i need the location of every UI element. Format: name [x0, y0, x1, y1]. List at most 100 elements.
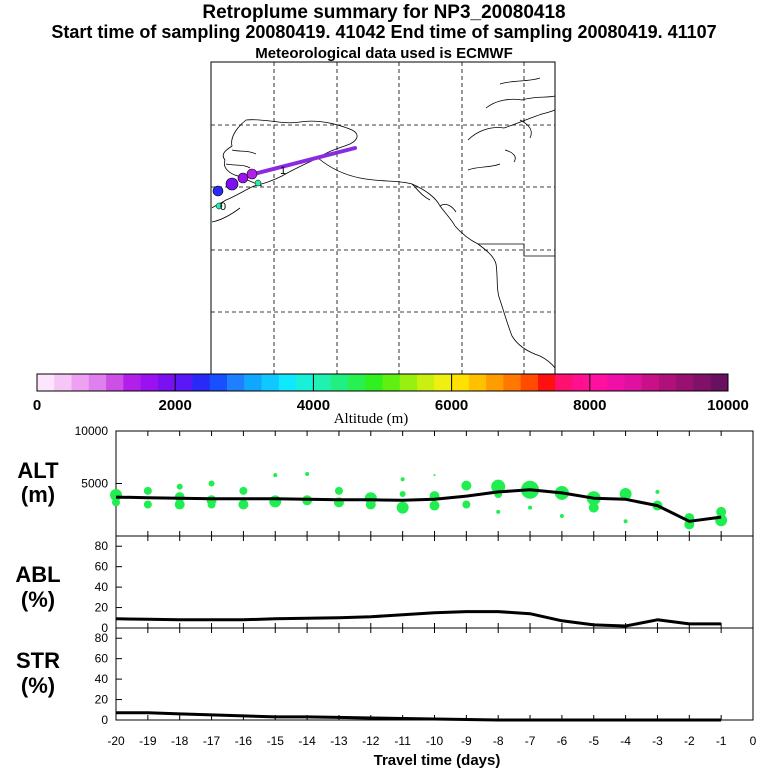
- colorbar-swatch: [572, 374, 591, 391]
- colorbar-swatch: [244, 374, 262, 391]
- chart-title: Retroplume summary for NP3_20080418: [202, 2, 566, 23]
- plume-marker: [254, 179, 262, 187]
- x-tick-label: -16: [235, 734, 253, 748]
- colorbar-tick-label: 0: [33, 397, 41, 414]
- colorbar-swatch: [417, 374, 435, 391]
- x-tick-label: -12: [362, 734, 380, 748]
- colorbar-swatch: [589, 374, 608, 391]
- colorbar-swatch: [54, 374, 72, 391]
- series-line-str: [116, 711, 722, 722]
- panel-unit: (m): [21, 482, 55, 507]
- altitude-colorbar: [36, 373, 729, 392]
- colorbar-tick-label: 2000: [159, 397, 192, 414]
- panel-label: ABL: [15, 562, 60, 587]
- map-graticule: [211, 62, 555, 374]
- scatter-point: [623, 519, 628, 524]
- x-tick-label: -4: [620, 734, 631, 748]
- x-tick-label: -19: [139, 734, 157, 748]
- x-tick-label: -18: [171, 734, 189, 748]
- panel-label: STR: [16, 648, 60, 673]
- plume-path: 1 0: [212, 146, 357, 213]
- scatter-point: [462, 500, 471, 509]
- map-panel: 1 0: [210, 61, 556, 375]
- colorbar-swatch: [607, 374, 625, 391]
- y-tick-label: 60: [95, 560, 109, 574]
- x-tick-label: -13: [330, 734, 348, 748]
- scatter-point: [396, 501, 409, 514]
- x-tick-label: -6: [557, 734, 568, 748]
- map-coastlines: [211, 77, 556, 369]
- colorbar-label: Altitude (m): [334, 411, 409, 427]
- colorbar-swatch: [486, 374, 504, 391]
- panel-str: 0 20 40 60 80 STR(%): [16, 627, 754, 727]
- colorbar-swatch: [434, 374, 452, 391]
- x-tick-label: -8: [493, 734, 504, 748]
- scatter-point: [208, 480, 215, 487]
- colorbar-swatch: [88, 374, 107, 391]
- scatter-point: [273, 473, 278, 478]
- y-tick-label: 5000: [81, 477, 108, 491]
- panel-unit: (%): [21, 673, 55, 698]
- colorbar-swatch: [710, 374, 729, 391]
- x-tick-label: -2: [684, 734, 695, 748]
- scatter-point: [400, 477, 405, 482]
- scatter-point: [269, 495, 282, 508]
- colorbar-swatch: [641, 374, 660, 391]
- scatter-point: [112, 498, 120, 507]
- scatter-point: [559, 514, 564, 519]
- y-tick-label: 80: [95, 539, 109, 553]
- y-tick-label: 80: [95, 631, 109, 645]
- colorbar-swatch: [261, 374, 280, 391]
- scatter-point: [528, 505, 533, 510]
- series-line-alt: [115, 488, 722, 523]
- colorbar-swatch: [71, 374, 90, 391]
- timeseries-panels: 500010000ALT(m)020406080ABL(%)020406080S…: [15, 424, 754, 727]
- y-tick-label: 60: [95, 652, 109, 666]
- y-tick-label: 0: [101, 713, 108, 727]
- x-axis: -20 -19 -18 -17 -16 -15 -14 -13 -12 -11 -10 -9 -8 -7-…: [107, 734, 756, 748]
- y-tick-label: 40: [95, 580, 109, 594]
- colorbar-swatch: [503, 374, 522, 391]
- panel-alt: 5000 10000 ALT(m): [17, 424, 754, 537]
- y-tick-label: 20: [95, 693, 109, 707]
- panel-frame: [115, 627, 754, 721]
- x-tick-label: -10: [426, 734, 444, 748]
- scatter-point: [491, 479, 506, 494]
- x-tick-label: -11: [394, 734, 411, 748]
- panel-label: ALT: [17, 458, 59, 483]
- colorbar-tick-label: 10000: [707, 397, 749, 414]
- colorbar-tick-label: 8000: [573, 397, 606, 414]
- map-frame: [210, 61, 556, 375]
- colorbar-swatch: [399, 374, 418, 391]
- colorbar-swatch: [468, 374, 487, 391]
- scatter-point: [588, 502, 599, 513]
- colorbar-swatch: [278, 374, 297, 391]
- colorbar-swatch: [227, 374, 245, 391]
- scatter-point: [305, 472, 310, 477]
- x-tick-label: -14: [298, 734, 316, 748]
- scatter-point: [143, 500, 152, 509]
- x-tick-label: -15: [267, 734, 285, 748]
- scatter-point: [238, 499, 249, 510]
- x-tick-label: -17: [203, 734, 221, 748]
- plume-marker: [237, 172, 249, 184]
- plume-marker: [225, 177, 239, 191]
- scatter-point: [496, 509, 501, 514]
- colorbar-swatch: [555, 374, 573, 391]
- colorbar-swatch: [451, 374, 470, 391]
- map-label: 0: [220, 201, 226, 213]
- panel-abl: 0 20 40 60 80 ABL(%): [15, 535, 754, 635]
- scatter-point: [143, 486, 152, 495]
- met-data-note: Meteorological data used is ECMWF: [255, 45, 513, 62]
- scatter-point: [365, 499, 376, 510]
- x-tick-label: 0: [750, 734, 757, 748]
- scatter-point: [174, 499, 185, 510]
- plume-marker: [212, 185, 224, 197]
- colorbar-swatch: [537, 374, 556, 391]
- map-label: 1: [280, 165, 286, 177]
- scatter-point: [176, 483, 183, 490]
- colorbar-swatch: [209, 374, 228, 391]
- sampling-times: Start time of sampling 20080419. 41042 E…: [51, 22, 717, 42]
- x-tick-label: -7: [525, 734, 536, 748]
